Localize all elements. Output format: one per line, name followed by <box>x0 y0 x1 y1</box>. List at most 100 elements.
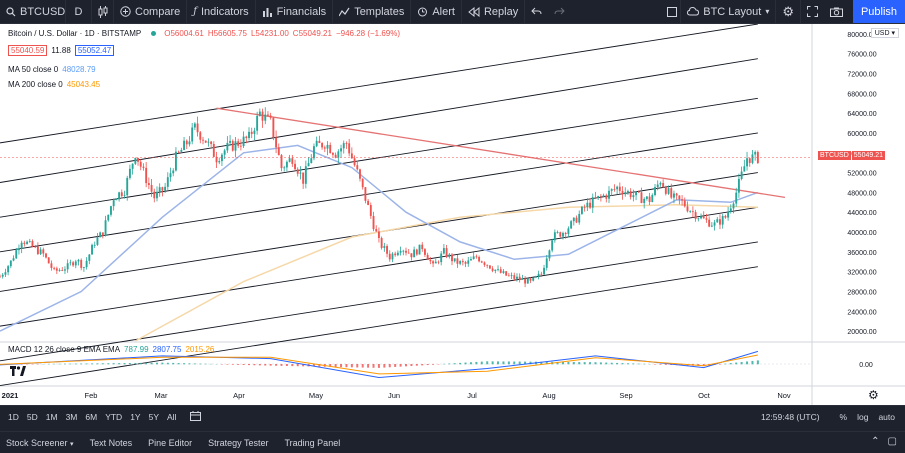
candle-body <box>721 215 724 225</box>
maximize-panel-icon[interactable]: ▢ <box>887 436 897 447</box>
candle-body <box>294 163 296 170</box>
candle-body <box>142 166 145 168</box>
candle-body <box>437 261 440 263</box>
candle-body <box>169 173 172 178</box>
candle-body <box>626 191 629 193</box>
candle-body <box>174 151 177 171</box>
macd-legend[interactable]: MACD 12 26 close 9 EMA EMA 787.99 2807.7… <box>8 345 214 354</box>
chart-pane[interactable]: 80000.00 76000.00 72000.00 68000.00 64000.00… <box>0 24 905 412</box>
indicators-button[interactable]: ƒ Indicators <box>187 0 256 24</box>
alert-button[interactable]: Alert <box>411 0 462 24</box>
sell-price-button[interactable]: 55040.59 <box>8 45 48 56</box>
templates-button[interactable]: Templates <box>333 0 412 24</box>
macd-histogram-bar <box>383 364 386 368</box>
buy-price-button[interactable]: 55052.47 <box>74 45 115 56</box>
candle-body <box>153 191 156 199</box>
collapse-chevron-icon[interactable]: ⌃ <box>871 436 880 447</box>
range-1y[interactable]: 1Y <box>130 411 141 422</box>
candle-body <box>575 217 578 223</box>
macd-histogram-bar <box>545 361 548 365</box>
candle-body <box>724 215 727 218</box>
candle-body <box>288 158 291 162</box>
candle-body <box>82 267 85 268</box>
compare-button[interactable]: Compare <box>114 0 188 24</box>
tab-stock-screener-label: Stock Screener <box>6 437 68 448</box>
currency-selector[interactable]: USD ▾ <box>870 28 899 38</box>
clock-time[interactable]: 12:59:48 (UTC) <box>760 412 820 422</box>
time-tick-label: Oct <box>698 391 711 400</box>
camera-icon <box>830 7 843 17</box>
macd-zero-label: 0.00 <box>859 362 873 369</box>
financials-button[interactable]: Financials <box>256 0 334 24</box>
tab-stock-screener[interactable]: Stock Screener ▾ <box>6 438 74 448</box>
range-all[interactable]: All <box>167 411 177 422</box>
plus-circle-icon <box>120 6 131 17</box>
candle-body <box>139 161 142 167</box>
range-bar-right: 12:59:48 (UTC) % log auto <box>761 406 905 428</box>
macd-histogram-bar <box>183 363 186 365</box>
replay-button[interactable]: Replay <box>462 0 526 24</box>
macd-histogram-bar <box>729 363 732 365</box>
tab-trading-panel[interactable]: Trading Panel <box>284 437 341 448</box>
redo-button[interactable] <box>548 0 571 24</box>
interval-button[interactable]: D <box>66 0 92 24</box>
macd-histogram-bar <box>421 364 424 366</box>
compare-label: Compare <box>135 5 181 18</box>
candle-body <box>396 252 399 256</box>
candle-body <box>345 143 348 144</box>
chart-settings-gear-icon[interactable]: ⚙ <box>868 388 879 402</box>
range-5d[interactable]: 5D <box>26 411 38 422</box>
range-6m[interactable]: 6M <box>85 411 98 422</box>
candle-body <box>367 200 370 206</box>
macd-histogram-bar <box>681 364 684 366</box>
range-1d[interactable]: 1D <box>8 411 19 422</box>
range-5y[interactable]: 5Y <box>148 411 159 422</box>
ma50-legend[interactable]: MA 50 close 0 48028.79 <box>8 65 96 74</box>
percent-toggle[interactable]: % <box>839 412 848 422</box>
macd-histogram-bar <box>735 362 738 365</box>
candle-body <box>377 231 380 238</box>
macd-histogram-bar <box>469 362 472 365</box>
tab-strategy-tester[interactable]: Strategy Tester <box>208 437 269 448</box>
range-ytd[interactable]: YTD <box>105 411 123 422</box>
channel-line <box>0 241 758 362</box>
candle-body <box>248 131 250 139</box>
settings-button[interactable]: ⚙ <box>776 0 801 24</box>
candle-body <box>564 232 567 235</box>
publish-button[interactable]: Publish <box>853 0 905 23</box>
candle-body <box>524 278 527 284</box>
tab-pine-editor[interactable]: Pine Editor <box>148 437 193 448</box>
ma200-legend[interactable]: MA 200 close 0 45043.45 <box>8 80 100 89</box>
macd-histogram-bar <box>128 363 131 365</box>
snapshot-button[interactable] <box>824 0 849 24</box>
log-toggle[interactable]: log <box>857 412 869 422</box>
range-1m[interactable]: 1M <box>45 411 58 422</box>
templates-icon <box>339 7 350 17</box>
go-to-date-button[interactable] <box>190 410 202 423</box>
layout-select-button[interactable] <box>661 0 682 24</box>
macd-histogram-bar <box>275 364 278 366</box>
price-chart[interactable]: 80000.00 76000.00 72000.00 68000.00 64000.00… <box>0 24 905 405</box>
symbol-search-button[interactable]: BTCUSD <box>0 0 66 24</box>
undo-button[interactable] <box>525 0 548 24</box>
candle-body <box>12 258 15 261</box>
macd-histogram-bar <box>626 363 629 365</box>
tab-text-notes[interactable]: Text Notes <box>89 437 133 448</box>
close-value: C55049.21 <box>292 29 332 38</box>
fullscreen-button[interactable] <box>801 0 824 24</box>
price-tick-label: 44000.00 <box>847 210 876 217</box>
layout-name-button[interactable]: BTC Layout ▾ <box>681 0 777 24</box>
macd-histogram-bar <box>426 364 429 366</box>
candle-body <box>69 262 72 264</box>
candle-body <box>331 153 334 155</box>
tradingview-logo <box>10 366 26 379</box>
candle-body <box>7 266 10 273</box>
macd-label: MACD 12 26 close 9 EMA EMA <box>8 345 121 354</box>
range-3m[interactable]: 3M <box>65 411 78 422</box>
candle-body <box>748 158 751 163</box>
candle-body <box>399 250 402 253</box>
bar-style-button[interactable] <box>92 0 114 24</box>
auto-toggle[interactable]: auto <box>878 412 895 422</box>
layout-label: BTC Layout <box>703 5 762 18</box>
